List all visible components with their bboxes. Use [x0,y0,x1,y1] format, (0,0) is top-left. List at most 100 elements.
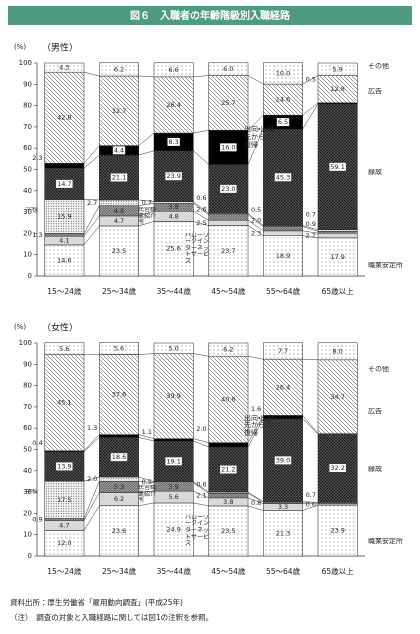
value-label: 2.6 [196,205,206,213]
value-label: 4.1 [59,237,69,245]
value-label: 39.9 [166,392,180,400]
y-tick-label: 30 [23,208,32,216]
bar-segment [317,231,358,234]
value-label: 6.6 [168,66,178,74]
connector [138,480,155,483]
y-tick-label: 80 [23,102,32,110]
value-label: 4.8 [114,207,124,215]
x-tick-label: 45～54歳 [211,566,246,576]
bar-segment [44,342,85,355]
value-label: 0.8 [251,499,261,507]
connector [302,418,319,434]
connector [138,75,155,78]
y-tick-label: 80 [23,382,32,390]
value-label: 4.4 [114,146,124,154]
value-label: 0.7 [142,198,152,206]
connector [193,130,209,134]
bar-segment [263,510,303,557]
connector [138,202,155,206]
bar-segment [44,530,85,557]
bar-segment [208,442,249,448]
connector [247,115,264,131]
bar-segment [44,244,85,277]
value-label-bg [329,464,346,473]
bar-segment [263,358,303,416]
value-label-bg [165,457,182,466]
value-label: 59.1 [330,163,344,171]
connector [83,154,100,169]
value-label: 24.9 [166,525,180,533]
x-tick-label: 15～24歳 [47,566,82,576]
connector [302,358,318,361]
value-label: 3.9 [168,483,178,491]
value-label: 26.4 [276,383,290,391]
series-label-box: 職業安定所 [368,538,403,545]
series-label: 縁故 [368,465,382,473]
value-label: 21.3 [276,529,290,537]
bar-segment [44,480,85,519]
connector [138,476,155,482]
x-tick-label: 65歳以上 [322,566,355,576]
connector [302,230,319,234]
bar-segment [99,62,139,77]
y-tick-label: 20 [23,229,32,237]
value-label: 6.0 [223,65,233,73]
bar-segment [317,232,358,239]
connector [83,71,100,77]
value-label: 2.1 [196,492,206,500]
value-label: 10.0 [276,69,290,77]
value-label: 0.7 [306,211,316,219]
series-label-box: 広告 [368,88,382,95]
connector [83,215,100,237]
value-label: 26.4 [166,101,180,109]
value-label: 14.6 [276,96,290,104]
series-label-box: その他 [368,63,389,70]
bar-segment [208,493,249,499]
value-label: 3.3 [278,503,288,511]
bar-segment [208,225,249,277]
value-label: 32.2 [330,464,344,472]
value-label: 1.1 [142,428,152,436]
y-tick-label: 30 [23,488,32,496]
connector [83,492,100,521]
connector [193,481,209,493]
value-label: 5.6 [168,493,178,501]
connector [247,355,264,360]
bar-segment [263,62,303,85]
value-label: 23.0 [221,185,235,193]
bar-segment [208,355,249,443]
value-label: 8.0 [332,347,342,355]
bar-segment [208,62,249,76]
value-label: 15.9 [57,212,71,220]
connector [193,202,209,215]
value-label: 8.3 [168,138,178,146]
series-label-box: 学校 [26,489,38,495]
y-tick-label: 0 [28,272,32,280]
y-tick-label: 70 [23,403,32,411]
bar-segment [153,76,194,134]
bar-segment [153,221,194,277]
connector [247,219,264,232]
y-tick-label: 60 [23,424,32,432]
series-label: その他 [368,365,389,373]
y-tick-label: 60 [23,144,32,152]
bar-segment [99,75,139,146]
y-tick-label: 100 [19,59,32,67]
value-label: 19.1 [166,457,180,465]
bar-segment [99,476,139,482]
y-tick-label: 50 [23,446,32,454]
value-label: 42.8 [57,114,71,122]
connector [247,418,264,448]
value-label: 45.3 [276,173,290,181]
connector [83,434,100,451]
series-label-box: その他 [368,365,389,373]
series-label: ハローワークインターネットサービス [185,232,210,266]
connector [83,145,100,164]
connector [247,491,264,503]
value-label-bg [56,462,73,471]
value-label: 23.5 [112,247,126,255]
value-label: 2.3 [251,229,261,237]
bar-segment [44,518,85,521]
y-tick-label: 90 [23,80,32,88]
